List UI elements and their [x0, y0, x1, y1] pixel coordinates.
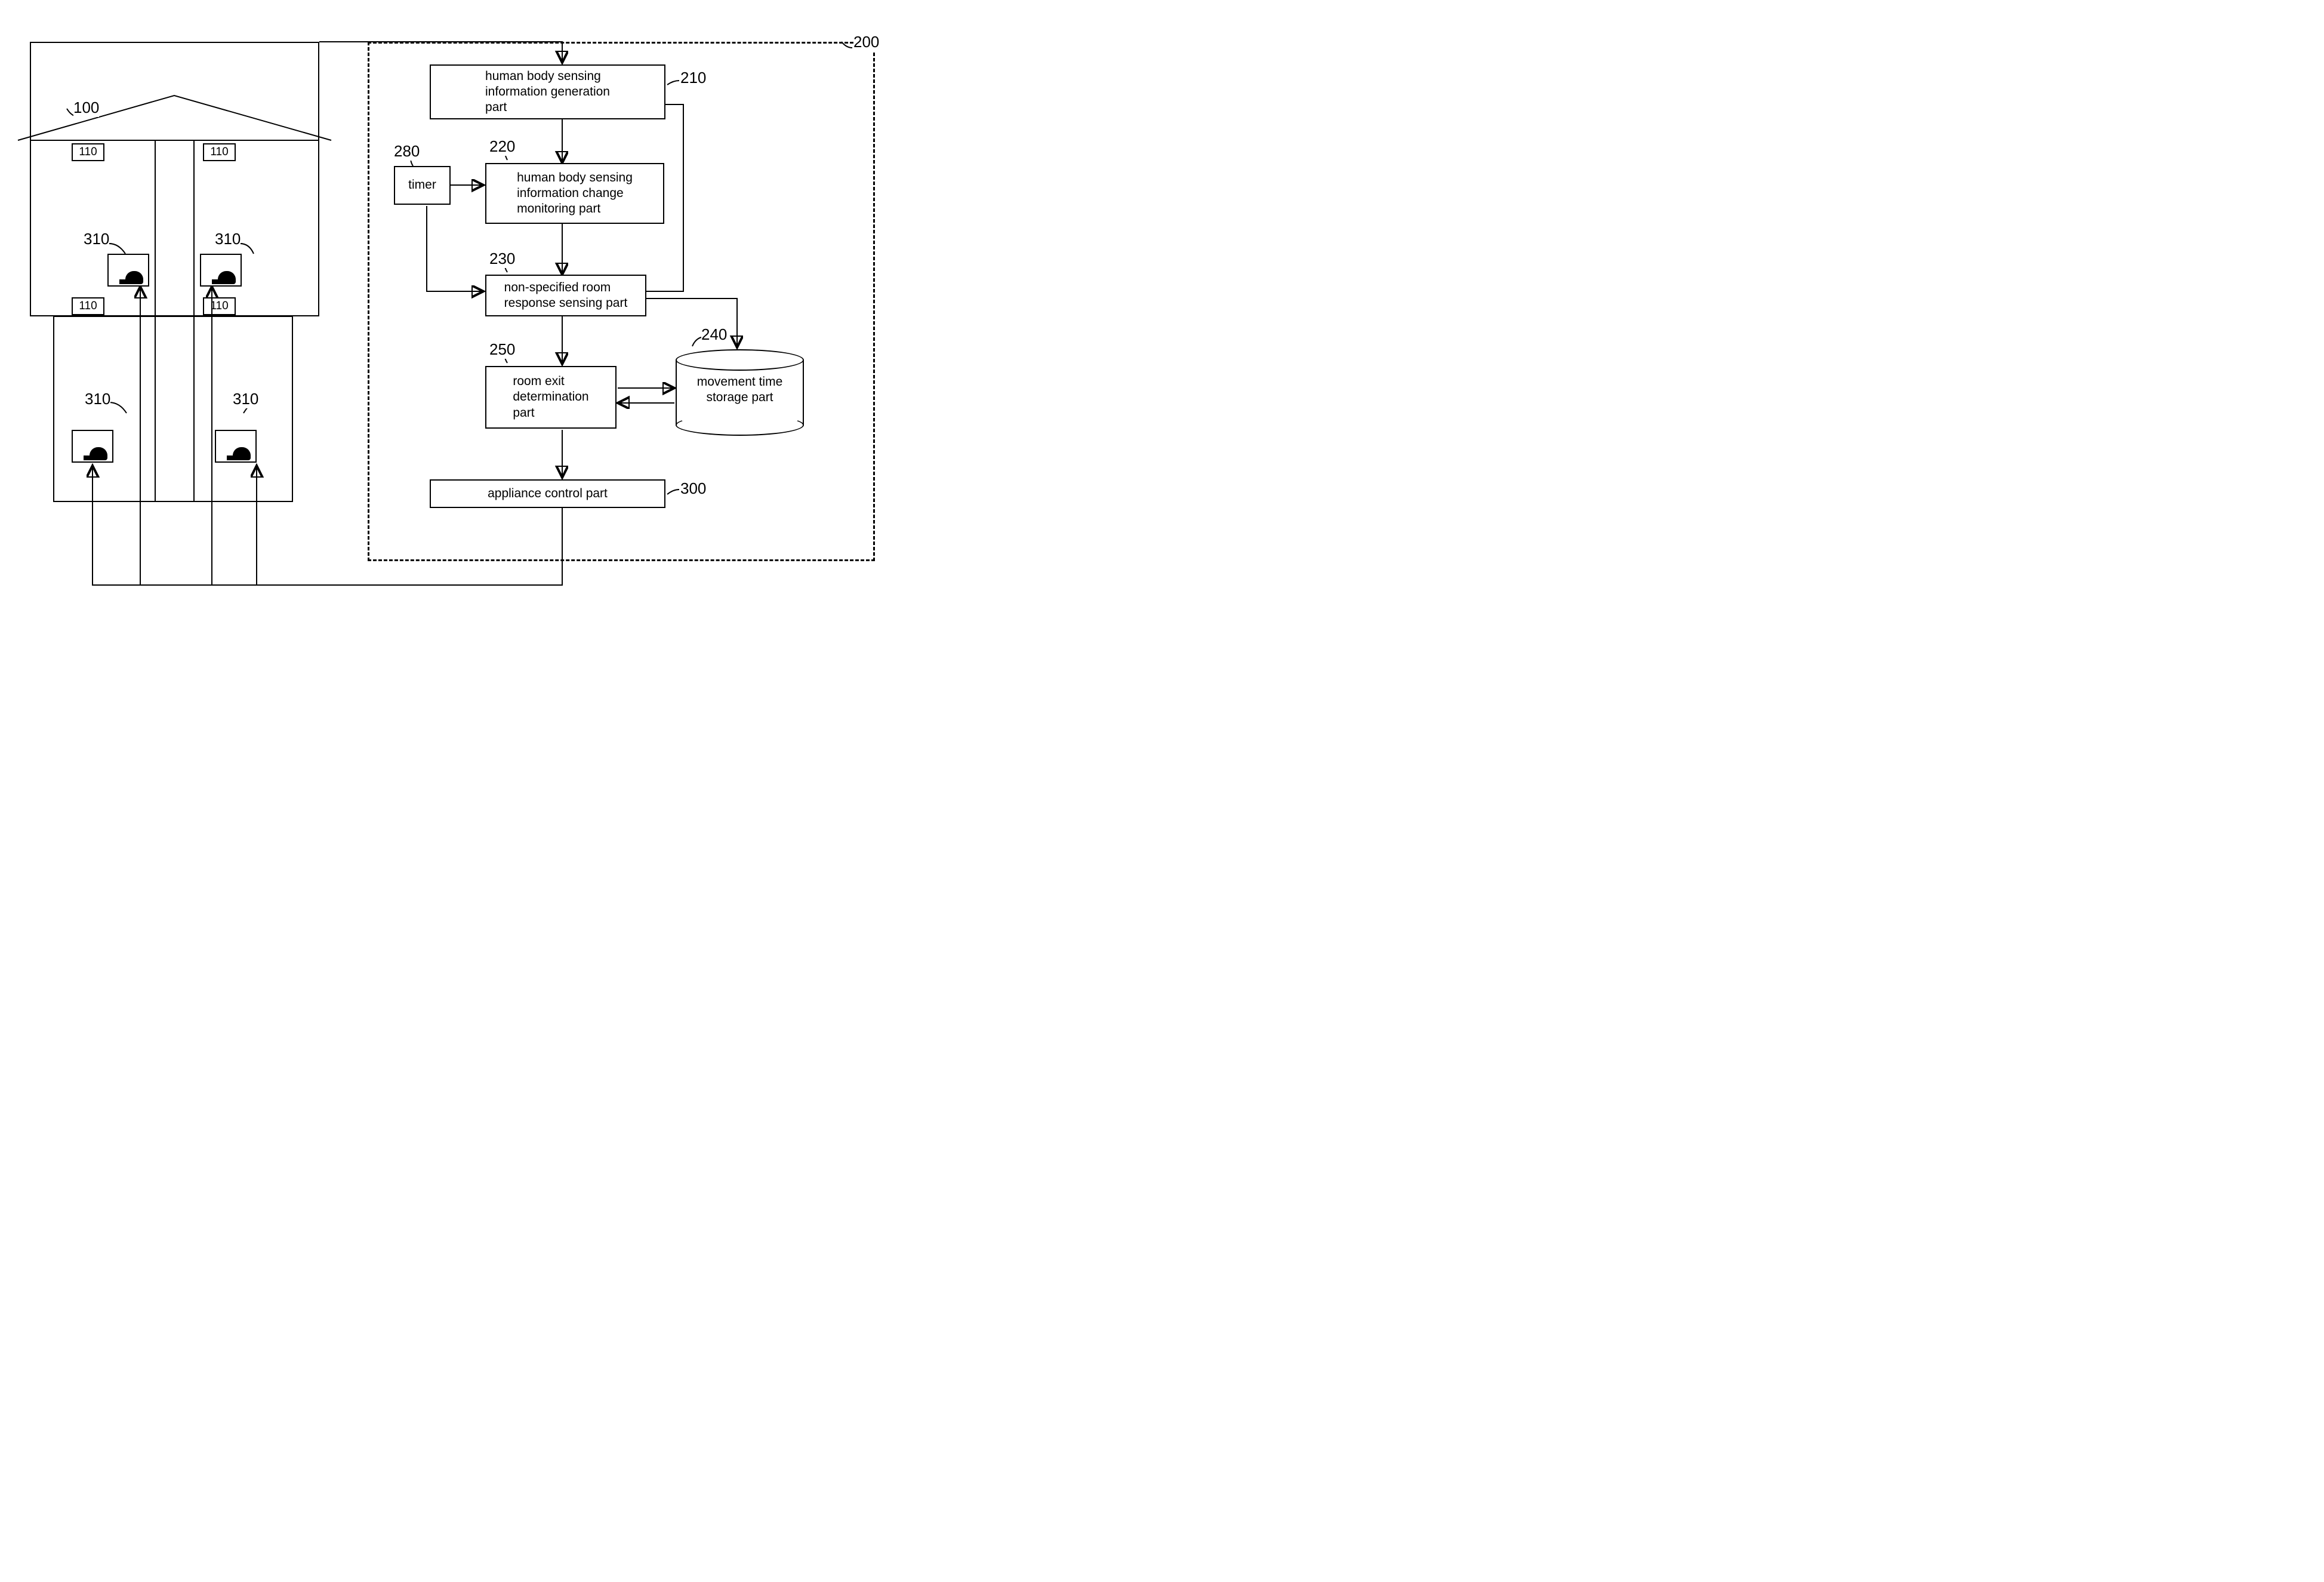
sensor-label: 110: [210, 300, 228, 313]
ref-310-lr: 310: [233, 390, 258, 408]
block-300-text: appliance control part: [488, 486, 608, 501]
diagram-canvas: 110 110 110 110 human body sensing infor…: [12, 12, 883, 609]
block-300: appliance control part: [430, 479, 665, 508]
ref-230: 230: [489, 250, 515, 268]
block-280-timer: timer: [394, 166, 451, 205]
sensor-label: 110: [210, 146, 228, 159]
ref-300: 300: [680, 479, 706, 498]
ref-250: 250: [489, 340, 515, 359]
ref-240: 240: [701, 325, 727, 344]
sensor-label: 110: [79, 300, 97, 313]
appliance-310-ur: [200, 254, 242, 287]
house-top-rect: [30, 42, 319, 316]
appliance-310-ll: [72, 430, 113, 463]
sensor-110-mid-right: 110: [203, 297, 236, 315]
ref-200: 200: [853, 33, 879, 51]
ref-210: 210: [680, 69, 706, 87]
ref-310-ur: 310: [215, 230, 241, 248]
block-280-text: timer: [408, 177, 436, 193]
sensor-110-mid-left: 110: [72, 297, 104, 315]
ref-310-ll: 310: [85, 390, 110, 408]
block-230: non-specified room response sensing part: [485, 275, 646, 316]
ref-220: 220: [489, 137, 515, 156]
sensor-label: 110: [79, 146, 97, 159]
block-230-text: non-specified room response sensing part: [504, 280, 628, 312]
ref-280: 280: [394, 142, 420, 161]
cylinder-240: movement time storage part: [676, 349, 804, 436]
appliance-310-ul: [107, 254, 149, 287]
block-210: human body sensing information generatio…: [430, 64, 665, 119]
block-210-text: human body sensing information generatio…: [485, 69, 610, 116]
block-250-text: room exit determination part: [513, 374, 588, 421]
ref-100: 100: [73, 99, 99, 117]
ref-310-ul: 310: [84, 230, 109, 248]
block-220-text: human body sensing information change mo…: [517, 170, 633, 217]
cylinder-240-text: movement time storage part: [676, 374, 804, 406]
block-250: room exit determination part: [485, 366, 617, 429]
sensor-110-upper-right: 110: [203, 143, 236, 161]
sensor-110-upper-left: 110: [72, 143, 104, 161]
appliance-310-lr: [215, 430, 257, 463]
block-220: human body sensing information change mo…: [485, 163, 664, 224]
